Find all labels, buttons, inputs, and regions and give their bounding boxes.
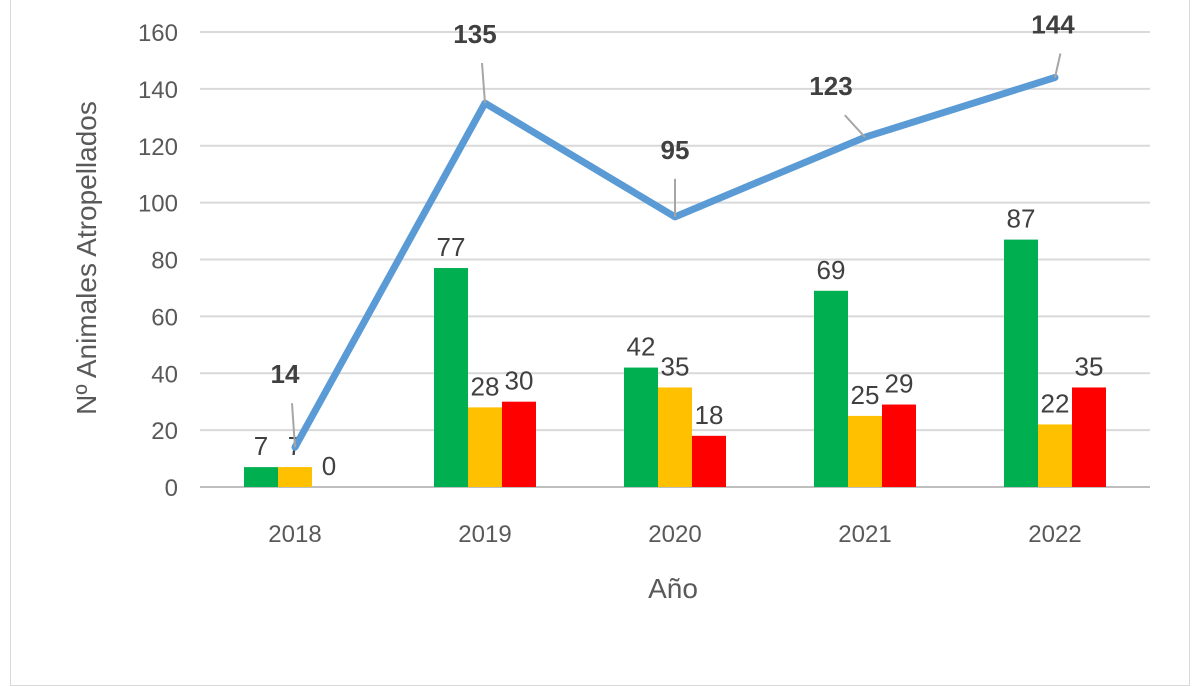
- bar: [502, 401, 536, 487]
- y-tick-label: 0: [165, 475, 178, 502]
- y-tick-label: 80: [151, 248, 178, 275]
- bar-data-label: 87: [1007, 204, 1036, 234]
- bar-data-label: 18: [695, 400, 724, 430]
- bar-labels: 777426987728352522030182935: [254, 204, 1104, 481]
- bar-data-label: 35: [1075, 351, 1104, 381]
- bar-data-label: 77: [437, 232, 466, 262]
- leader-line: [844, 114, 866, 138]
- bar: [692, 435, 726, 487]
- bar: [244, 467, 278, 487]
- y-tick-labels: 0 20 40 60 80 100 120 140 160: [138, 20, 178, 502]
- line-data-label: 123: [809, 71, 852, 101]
- x-tick-label: 2019: [458, 521, 511, 548]
- line-data-label: 135: [453, 19, 496, 49]
- x-axis-title: Año: [648, 573, 698, 604]
- bar-data-label: 0: [322, 451, 336, 481]
- leader-line: [291, 403, 296, 448]
- bar: [848, 415, 882, 487]
- bars: [244, 239, 1106, 487]
- bar: [624, 367, 658, 487]
- leader-line: [1054, 53, 1062, 78]
- y-tick-label: 20: [151, 418, 178, 445]
- bar-data-label: 28: [471, 371, 500, 401]
- x-tick-label: 2018: [268, 521, 321, 548]
- leader-line: [481, 63, 486, 104]
- y-tick-label: 40: [151, 361, 178, 388]
- bar: [1004, 239, 1038, 487]
- bar: [468, 407, 502, 487]
- y-tick-label: 60: [151, 304, 178, 331]
- bar-data-label: 7: [254, 431, 268, 461]
- y-tick-label: 120: [138, 134, 178, 161]
- y-tick-label: 160: [138, 20, 178, 47]
- x-tick-labels: 2018 2019 2020 2021 2022: [268, 521, 1081, 548]
- y-tick-label: 140: [138, 77, 178, 104]
- x-tick-label: 2021: [838, 521, 891, 548]
- bar-data-label: 42: [627, 332, 656, 362]
- bar: [278, 467, 312, 487]
- bar-data-label: 22: [1041, 388, 1070, 418]
- bar: [814, 290, 848, 487]
- line-data-label: 144: [1031, 10, 1075, 40]
- bar: [658, 387, 692, 487]
- bar-data-label: 25: [851, 380, 880, 410]
- bar-data-label: 35: [661, 351, 690, 381]
- x-tick-label: 2020: [648, 521, 701, 548]
- bar-data-label: 30: [505, 366, 534, 396]
- chart-frame: [10, 0, 1190, 686]
- bar-data-label: 69: [817, 255, 846, 285]
- bar-data-label: 29: [885, 369, 914, 399]
- leader-lines: [291, 53, 1062, 448]
- y-tick-label: 100: [138, 191, 178, 218]
- line-data-label: 14: [271, 359, 300, 389]
- y-axis-title: Nº Animales Atropellados: [71, 101, 102, 415]
- bar: [434, 268, 468, 487]
- bar: [1072, 387, 1106, 487]
- bar: [882, 404, 916, 487]
- bar: [1038, 424, 1072, 487]
- line-labels: 14 135 95 123 144: [271, 10, 1076, 390]
- x-tick-label: 2022: [1028, 521, 1081, 548]
- line-data-label: 95: [661, 135, 690, 165]
